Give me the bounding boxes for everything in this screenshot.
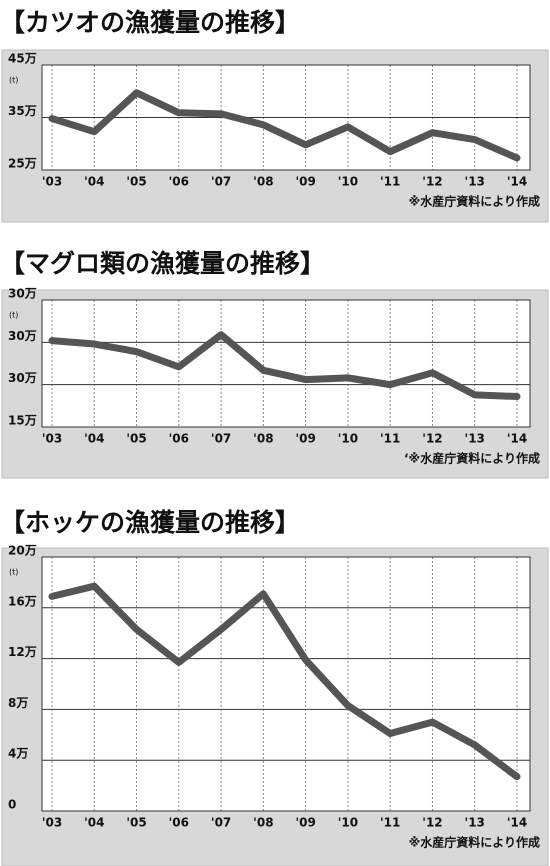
x-tick-label: '03 (42, 432, 62, 446)
y-tick-label: 30万 (8, 287, 37, 301)
x-tick-label: '06 (169, 175, 189, 189)
x-tick-label: '06 (169, 432, 189, 446)
unit-label: (t) (9, 568, 18, 577)
x-tick-label: '07 (211, 175, 231, 189)
x-tick-label: '13 (465, 816, 485, 830)
x-tick-label: '03 (42, 816, 62, 830)
x-tick-label: '07 (211, 432, 231, 446)
x-tick-label: '10 (338, 175, 358, 189)
x-tick-label: '08 (253, 816, 273, 830)
x-tick-label: '14 (507, 816, 527, 830)
x-tick-label: '14 (507, 175, 527, 189)
y-tick-label: 35万 (8, 104, 37, 118)
data-line (48, 331, 521, 401)
x-tick-label: '10 (338, 816, 358, 830)
x-tick-label: '11 (380, 816, 400, 830)
y-tick-label: 30万 (8, 329, 37, 343)
x-tick-label: '09 (295, 432, 315, 446)
source-note: ※水産庁資料により作成 (409, 835, 540, 850)
x-tick-label: '12 (422, 432, 442, 446)
data-line (48, 89, 521, 162)
plot-area (41, 556, 531, 812)
chart-title: 【マグロ類の漁獲量の推移】 (0, 249, 325, 278)
x-tick-label: '13 (465, 175, 485, 189)
x-tick-label: '06 (169, 816, 189, 830)
x-tick-label: '08 (253, 432, 273, 446)
plot-area (41, 299, 531, 428)
y-tick-label: 45万 (8, 52, 37, 66)
y-tick-label: 4万 (8, 747, 28, 761)
y-tick-label: 30万 (8, 371, 37, 385)
x-tick-label: '05 (126, 432, 146, 446)
data-line (48, 582, 521, 781)
x-tick-label: '09 (295, 175, 315, 189)
y-tick-label: 12万 (8, 645, 37, 659)
source-note: ※水産庁資料により作成 (409, 194, 540, 209)
source-note: ‘※水産庁資料により作成 (404, 451, 540, 466)
x-tick-label: '07 (211, 816, 231, 830)
unit-label: (t) (9, 76, 18, 85)
x-tick-label: '05 (126, 816, 146, 830)
x-tick-label: '12 (422, 816, 442, 830)
x-tick-label: '04 (84, 816, 104, 830)
x-tick-label: '08 (253, 175, 273, 189)
x-tick-label: '03 (42, 175, 62, 189)
y-tick-label: 0 (8, 798, 16, 812)
y-tick-label: 20万 (8, 544, 37, 558)
y-tick-label: 16万 (8, 594, 37, 608)
chart-title: 【カツオの漁獲量の推移】 (0, 8, 300, 37)
x-tick-label: '13 (465, 432, 485, 446)
x-tick-label: '11 (380, 432, 400, 446)
y-tick-label: 25万 (8, 157, 37, 171)
y-tick-label: 15万 (8, 414, 37, 428)
unit-label: (t) (9, 311, 18, 320)
y-tick-label: 8万 (8, 696, 28, 710)
x-tick-label: '14 (507, 432, 527, 446)
x-tick-label: '12 (422, 175, 442, 189)
x-tick-label: '11 (380, 175, 400, 189)
x-tick-label: '10 (338, 432, 358, 446)
x-tick-label: '04 (84, 175, 104, 189)
chart-title: 【ホッケの漁獲量の推移】 (0, 508, 300, 537)
x-tick-label: '05 (126, 175, 146, 189)
x-tick-label: '09 (295, 816, 315, 830)
x-tick-label: '04 (84, 432, 104, 446)
